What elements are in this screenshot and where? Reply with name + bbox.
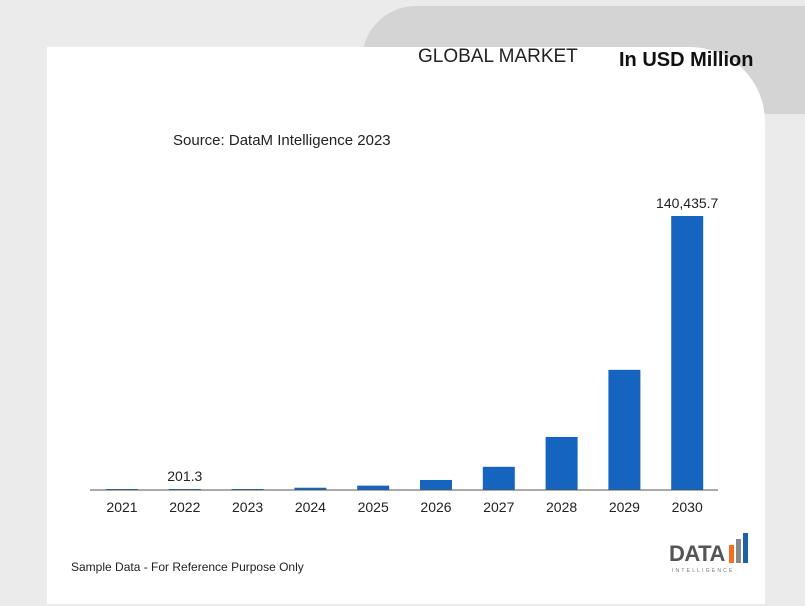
x-tick-2030: 2030 bbox=[672, 499, 703, 515]
x-tick-2027: 2027 bbox=[483, 499, 514, 515]
logo-wordmark: DATA bbox=[669, 541, 725, 566]
bar-2030 bbox=[671, 216, 704, 490]
bar-2027 bbox=[482, 466, 515, 490]
footer-disclaimer: Sample Data - For Reference Purpose Only bbox=[71, 560, 304, 574]
bar-2029 bbox=[608, 369, 641, 490]
x-tick-labels: 2021 2022 2023 2024 2025 2026 2027 2028 2029 2030 bbox=[106, 499, 703, 515]
bar-2024 bbox=[294, 487, 327, 490]
x-tick-2026: 2026 bbox=[420, 499, 451, 515]
logo-bar bbox=[743, 533, 748, 563]
x-tick-2021: 2021 bbox=[106, 499, 137, 515]
data-label-2022: 201.3 bbox=[167, 468, 202, 484]
bar-2028 bbox=[545, 436, 578, 490]
x-tick-2023: 2023 bbox=[232, 499, 263, 515]
header-unit: In USD Million bbox=[619, 49, 754, 71]
company-logo: DATA INTELLIGENCE bbox=[669, 533, 755, 579]
bar-2025 bbox=[357, 485, 390, 490]
x-tick-2024: 2024 bbox=[295, 499, 326, 515]
bars-group bbox=[106, 216, 704, 490]
x-tick-2022: 2022 bbox=[169, 499, 200, 515]
data-label-2030: 140,435.7 bbox=[656, 195, 718, 211]
x-tick-2028: 2028 bbox=[546, 499, 577, 515]
logo-bar bbox=[729, 545, 734, 563]
bar-2026 bbox=[420, 479, 452, 490]
logo-subtext: INTELLIGENCE bbox=[672, 568, 735, 574]
source-note: Source: DataM Intelligence 2023 bbox=[173, 132, 391, 149]
x-tick-2029: 2029 bbox=[609, 499, 640, 515]
header-title: GLOBAL MARKET bbox=[418, 46, 578, 67]
x-tick-2025: 2025 bbox=[358, 499, 389, 515]
chart-card bbox=[47, 47, 765, 604]
logo-bar bbox=[736, 539, 741, 563]
data-labels: 201.3 140,435.7 bbox=[167, 195, 718, 484]
